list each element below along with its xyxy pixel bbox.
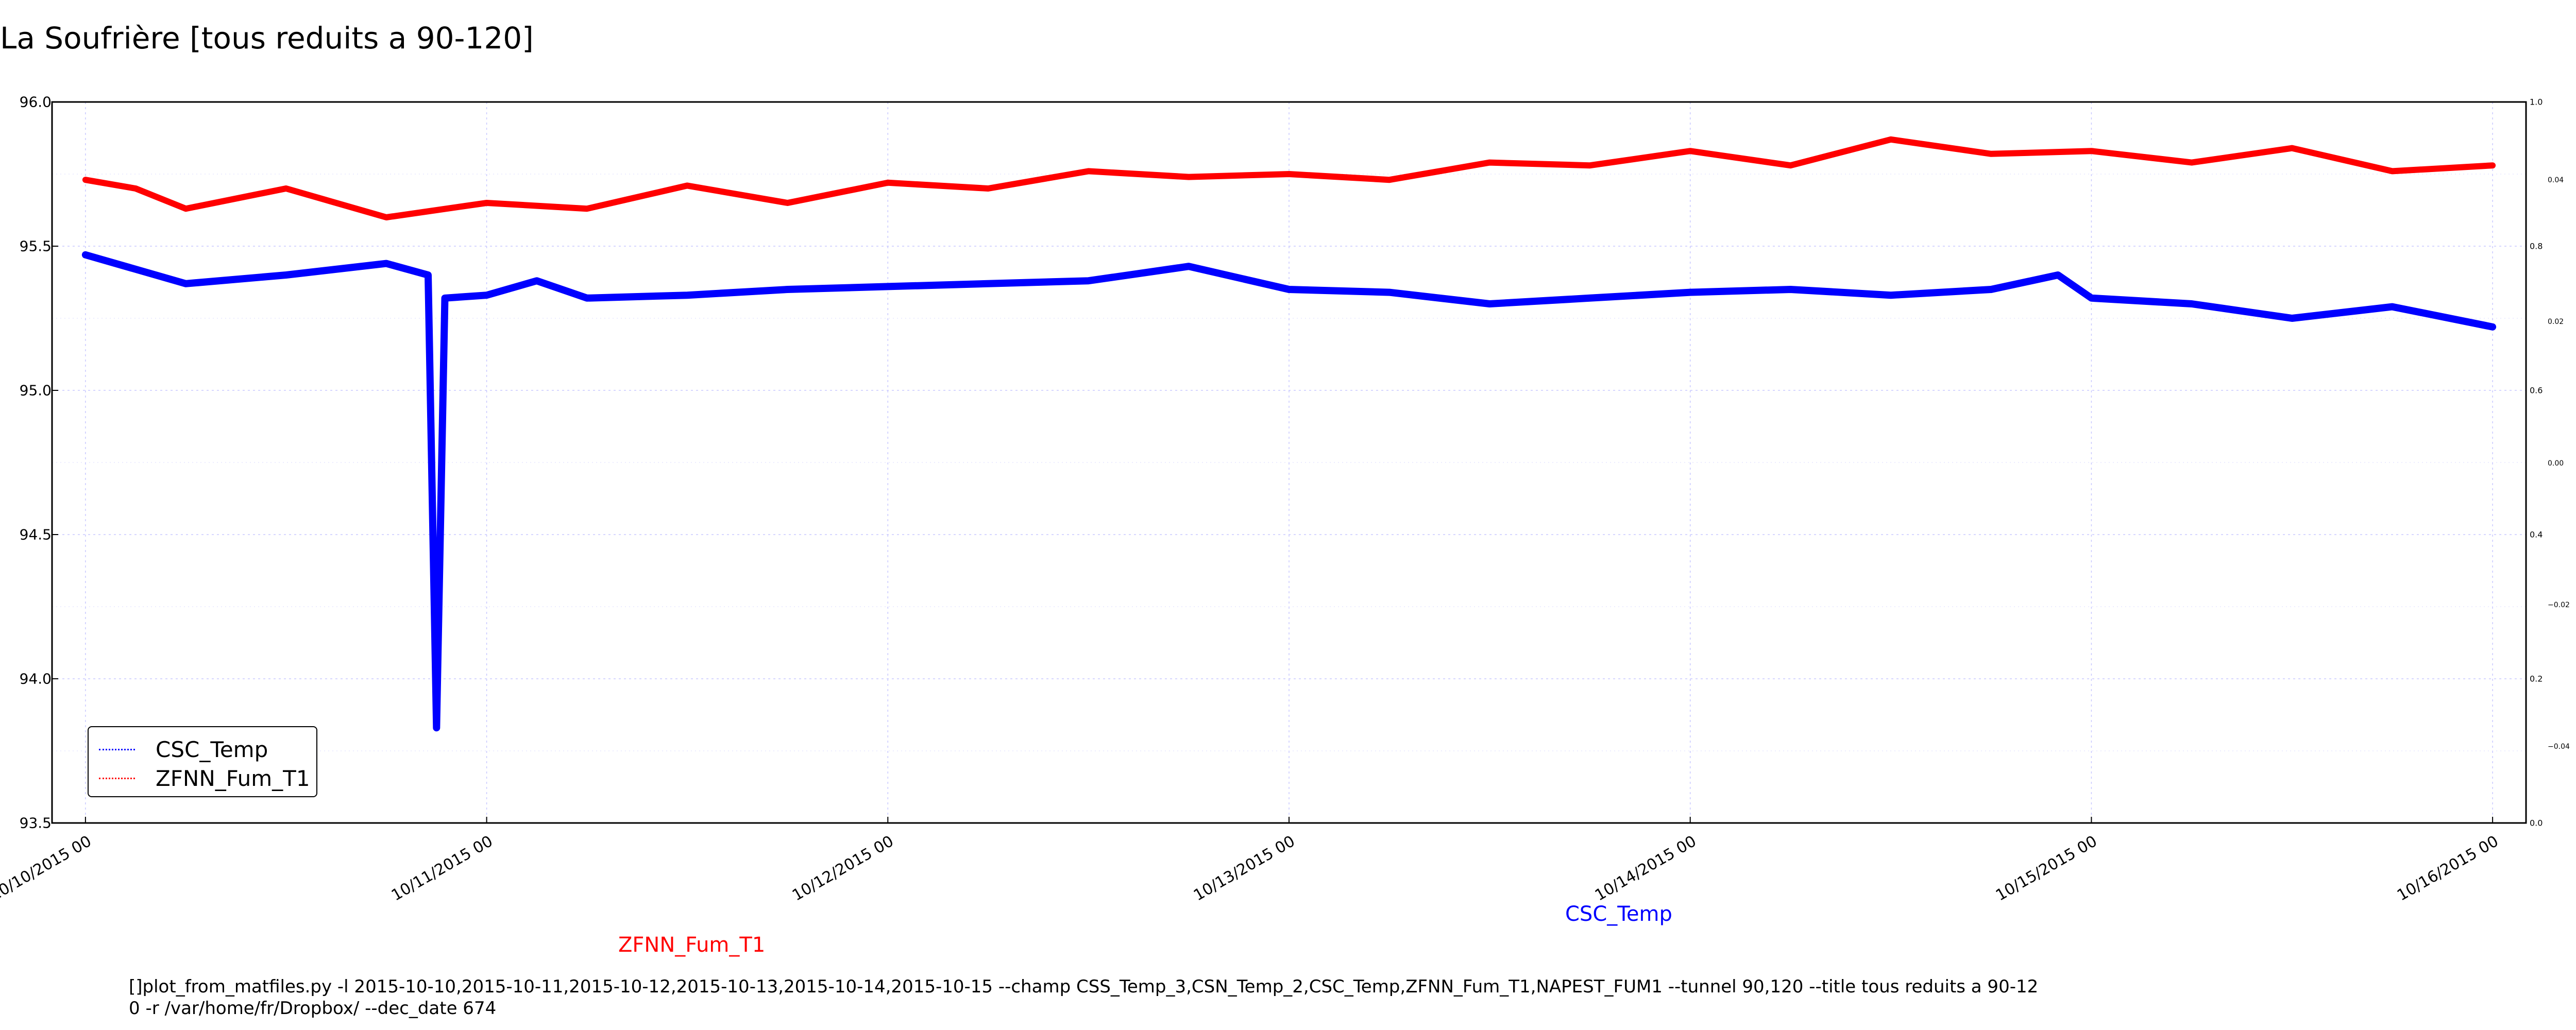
y2-tick-label: 0.0 <box>2530 818 2543 828</box>
data-point-zfnn_fum_t1 <box>986 186 990 191</box>
legend-item-csc: CSC_Temp <box>99 736 268 762</box>
data-point-csc_temp <box>785 287 790 291</box>
data-point-csc_temp <box>685 293 689 298</box>
data-point-csc_temp <box>434 726 439 730</box>
legend-swatch-zfnn <box>99 777 135 779</box>
data-point-csc_temp <box>2056 273 2060 277</box>
data-point-csc_temp <box>1588 296 1592 300</box>
data-point-csc_temp <box>1387 290 1392 295</box>
data-point-zfnn_fum_t1 <box>2490 163 2495 168</box>
data-point-csc_temp <box>1688 290 1692 295</box>
y-tick-label: 95.0 <box>19 382 52 399</box>
data-point-zfnn_fum_t1 <box>133 186 138 191</box>
data-point-csc_temp <box>585 296 589 300</box>
data-point-zfnn_fum_t1 <box>284 186 289 191</box>
y2-tick-label: 0.8 <box>2530 241 2543 251</box>
data-point-zfnn_fum_t1 <box>2290 146 2294 150</box>
legend-item-zfnn: ZFNN_Fum_T1 <box>99 765 310 791</box>
data-point-csc_temp <box>1187 264 1191 269</box>
data-point-zfnn_fum_t1 <box>685 183 689 188</box>
data-point-zfnn_fum_t1 <box>83 178 88 182</box>
data-point-csc_temp <box>2490 324 2495 329</box>
data-point-zfnn_fum_t1 <box>1588 163 1592 168</box>
data-point-zfnn_fum_t1 <box>1387 178 1392 182</box>
series-line-zfnn_fum_t1 <box>82 136 2496 220</box>
data-point-zfnn_fum_t1 <box>384 215 388 219</box>
data-point-csc_temp <box>886 284 890 289</box>
data-point-csc_temp <box>534 279 539 283</box>
data-point-zfnn_fum_t1 <box>484 201 489 205</box>
data-point-csc_temp <box>2390 304 2395 309</box>
data-point-zfnn_fum_t1 <box>183 207 188 211</box>
data-point-csc_temp <box>1287 287 1291 291</box>
y2-tick-label: 1.0 <box>2530 97 2543 107</box>
data-point-csc_temp <box>2290 316 2294 320</box>
chart-title: La Soufrière [tous reduits a 90-120] <box>0 21 534 56</box>
data-point-csc_temp <box>2190 302 2194 306</box>
data-point-zfnn_fum_t1 <box>1889 137 1893 142</box>
command-line-2: 0 -r /var/home/fr/Dropbox/ --dec_date 67… <box>129 998 497 1019</box>
data-point-zfnn_fum_t1 <box>2390 169 2395 174</box>
y2-alt-tick-label: −0.04 <box>2548 743 2570 751</box>
y2-tick-label: 0.2 <box>2530 674 2543 684</box>
command-text: []plot_from_matfiles.py -l 2015-10-10,20… <box>129 976 2190 1019</box>
y-tick-label: 93.5 <box>19 814 52 832</box>
series-label-zfnn: ZFNN_Fum_T1 <box>618 933 766 957</box>
y2-tick-label: 0.6 <box>2530 385 2543 396</box>
legend-label-zfnn: ZFNN_Fum_T1 <box>156 765 310 791</box>
y2-alt-tick-label: 0.04 <box>2548 176 2564 184</box>
data-point-zfnn_fum_t1 <box>1086 169 1091 174</box>
data-point-csc_temp <box>426 273 431 277</box>
command-line-1: []plot_from_matfiles.py -l 2015-10-10,20… <box>129 976 2039 997</box>
data-point-zfnn_fum_t1 <box>2190 160 2194 165</box>
data-point-zfnn_fum_t1 <box>1287 172 1291 176</box>
data-point-csc_temp <box>2089 296 2094 300</box>
data-point-csc_temp <box>484 293 489 298</box>
data-point-csc_temp <box>384 261 388 266</box>
y2-alt-tick-label: 0.02 <box>2548 318 2564 326</box>
chart-legend: CSC_Temp ZFNN_Fum_T1 <box>88 726 317 797</box>
y2-tick-label: 0.4 <box>2530 529 2543 540</box>
data-point-csc_temp <box>1788 287 1793 291</box>
y-tick-label: 95.5 <box>19 237 52 255</box>
y-tick-label: 94.5 <box>19 526 52 543</box>
series-label-csc: CSC_Temp <box>1565 902 1672 926</box>
y-tick-label: 94.0 <box>19 670 52 688</box>
y-tick-label: 96.0 <box>19 93 52 111</box>
data-point-csc_temp <box>1086 279 1091 283</box>
data-point-csc_temp <box>183 281 188 286</box>
data-point-csc_temp <box>83 252 88 257</box>
data-point-csc_temp <box>1889 293 1893 298</box>
data-point-zfnn_fum_t1 <box>1487 160 1492 165</box>
data-point-csc_temp <box>284 273 289 277</box>
y2-alt-tick-label: −0.02 <box>2548 601 2570 609</box>
data-point-zfnn_fum_t1 <box>1788 163 1793 168</box>
data-point-csc_temp <box>986 281 990 286</box>
data-point-csc_temp <box>443 296 447 300</box>
data-point-zfnn_fum_t1 <box>1688 149 1692 153</box>
series-line-csc_temp <box>81 251 2497 732</box>
legend-label-csc: CSC_Temp <box>156 736 268 762</box>
data-point-zfnn_fum_t1 <box>585 207 589 211</box>
data-point-zfnn_fum_t1 <box>2089 149 2094 153</box>
data-point-zfnn_fum_t1 <box>1989 151 1993 156</box>
data-point-zfnn_fum_t1 <box>785 201 790 205</box>
data-point-zfnn_fum_t1 <box>1187 175 1191 179</box>
legend-swatch-csc <box>99 748 135 750</box>
y2-alt-tick-label: 0.00 <box>2548 459 2564 468</box>
data-point-zfnn_fum_t1 <box>886 180 890 185</box>
data-point-csc_temp <box>1487 302 1492 306</box>
data-point-csc_temp <box>1989 287 1993 291</box>
